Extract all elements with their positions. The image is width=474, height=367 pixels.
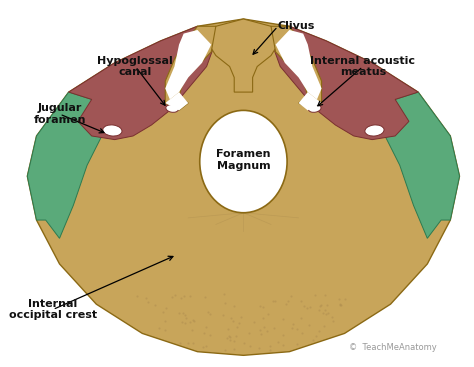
Polygon shape [165,30,211,99]
Text: ©  TeachMeAnatomy: © TeachMeAnatomy [349,343,437,352]
Ellipse shape [103,125,122,136]
Polygon shape [207,19,280,92]
Polygon shape [299,92,321,110]
Polygon shape [275,30,321,99]
Text: Clivus: Clivus [278,21,315,31]
Polygon shape [382,92,459,238]
Polygon shape [165,26,216,110]
Polygon shape [27,92,106,238]
Polygon shape [271,26,321,110]
Polygon shape [69,26,216,139]
Text: Internal
occipital crest: Internal occipital crest [9,299,97,320]
Ellipse shape [365,125,384,136]
Text: Jugular
foramen: Jugular foramen [33,103,86,125]
Text: Hypoglossal
canal: Hypoglossal canal [98,56,173,77]
Ellipse shape [309,105,321,112]
Text: Internal acoustic
meatus: Internal acoustic meatus [310,56,415,77]
Ellipse shape [166,105,179,112]
Polygon shape [271,26,418,139]
Text: Foramen
Magnum: Foramen Magnum [216,149,271,171]
Polygon shape [27,19,459,355]
Ellipse shape [200,110,287,213]
Polygon shape [165,92,188,110]
